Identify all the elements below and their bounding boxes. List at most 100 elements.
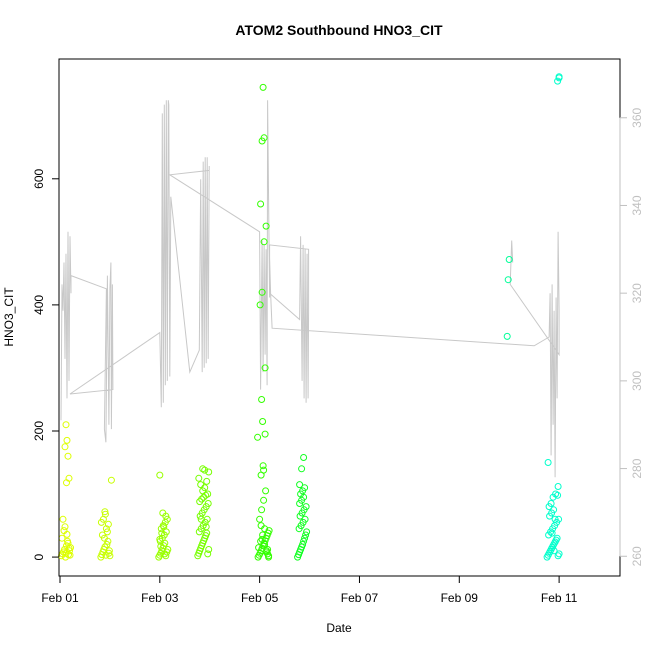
data-point (156, 471, 164, 479)
series-line-0 (60, 100, 560, 478)
y-tick-label: 200 (32, 421, 46, 441)
x-tick-label: Feb 01 (41, 591, 79, 605)
data-point (66, 551, 74, 559)
data-point (205, 468, 213, 476)
data-point (157, 542, 165, 550)
data-point (265, 553, 273, 561)
line-layer (60, 100, 560, 478)
data-point (260, 496, 268, 504)
data-point (258, 506, 266, 514)
data-point (102, 525, 110, 533)
y-right-tick-label: 280 (630, 458, 644, 478)
data-point (255, 544, 263, 552)
data-point (554, 77, 562, 85)
y-tick-label: 600 (32, 168, 46, 188)
data-point (64, 539, 72, 547)
data-point (61, 443, 69, 451)
y-right-tick-label: 360 (630, 107, 644, 127)
data-point (555, 515, 563, 523)
data-point (259, 83, 267, 91)
y-axis-label: HNO3_CIT (2, 287, 16, 347)
data-point (259, 418, 267, 425)
data-point (300, 454, 308, 461)
data-point (258, 288, 266, 296)
chart-title: ATOM2 Southbound HNO3_CIT (235, 22, 443, 38)
data-point (161, 550, 169, 558)
data-point (550, 506, 558, 514)
point-layer (58, 73, 563, 561)
data-point (163, 515, 171, 523)
data-point (103, 528, 111, 536)
data-point (554, 483, 562, 490)
data-point (259, 462, 267, 470)
data-point (197, 515, 205, 523)
data-point (301, 534, 309, 542)
data-point (159, 509, 167, 517)
data-point (204, 550, 212, 558)
y-axis-right: 260 280 300 320 340 360 (619, 107, 644, 566)
data-point (105, 547, 113, 555)
data-point (59, 515, 67, 523)
data-point (302, 531, 310, 539)
data-point (104, 520, 112, 528)
data-point (97, 518, 105, 526)
data-point (296, 481, 304, 489)
data-point (547, 500, 555, 507)
y-right-tick-label: 320 (630, 283, 644, 303)
data-point (554, 491, 562, 499)
data-point (260, 466, 268, 474)
data-point (261, 541, 269, 548)
x-tick-label: Feb 03 (141, 591, 179, 605)
x-axis: Feb 01 Feb 03 Feb 05 Feb 07 Feb 09 Feb 11 (41, 575, 578, 605)
data-point (107, 476, 115, 484)
data-point (553, 534, 561, 542)
data-point (303, 528, 311, 536)
data-point (300, 537, 308, 545)
data-point (301, 515, 309, 523)
data-point (260, 238, 268, 246)
y-tick-label: 0 (32, 553, 46, 560)
data-point (160, 523, 168, 531)
y-right-tick-label: 260 (630, 546, 644, 566)
x-tick-label: Feb 07 (341, 591, 379, 605)
data-point (257, 200, 265, 208)
data-point (544, 459, 552, 466)
data-point (100, 534, 108, 542)
data-point (263, 547, 271, 555)
y-right-tick-label: 300 (630, 371, 644, 391)
data-point (202, 523, 210, 531)
data-point (262, 487, 270, 495)
data-point (61, 546, 68, 553)
data-point (555, 73, 563, 81)
data-point (301, 484, 309, 492)
data-point (258, 396, 266, 403)
data-point (256, 515, 264, 523)
data-point (103, 541, 111, 548)
data-point (201, 466, 209, 474)
data-point (62, 421, 70, 429)
data-point (64, 452, 72, 460)
data-point (101, 508, 109, 516)
y-right-tick-label: 340 (630, 195, 644, 215)
data-point (199, 465, 207, 473)
data-point (551, 515, 559, 523)
data-point (63, 479, 70, 487)
data-point (61, 523, 69, 531)
data-point (299, 541, 307, 548)
data-point (197, 481, 205, 489)
data-point (264, 546, 272, 553)
data-point (204, 500, 212, 507)
data-point (205, 546, 213, 553)
data-point (256, 301, 264, 309)
data-point (203, 477, 211, 485)
data-point (65, 544, 73, 552)
x-axis-label: Date (326, 621, 352, 635)
data-point (156, 535, 164, 543)
data-point (254, 433, 262, 441)
data-point (259, 531, 267, 539)
data-point (503, 332, 511, 340)
data-point (549, 493, 557, 501)
data-point (548, 529, 556, 537)
data-point (195, 474, 203, 482)
